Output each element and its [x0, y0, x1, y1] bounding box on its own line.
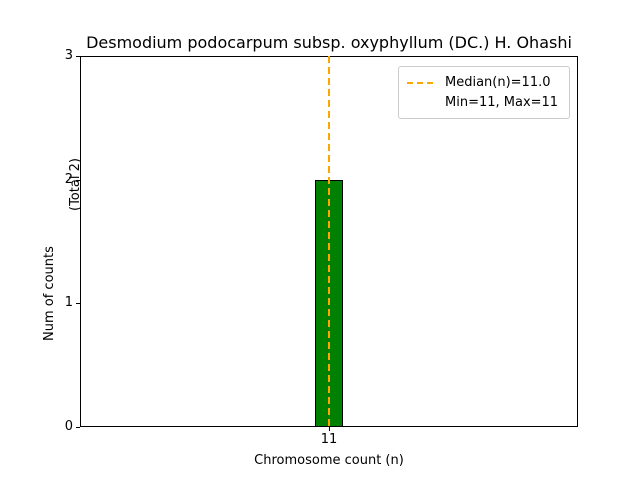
legend-label-median: Median(n)=11.0 — [445, 75, 551, 90]
median-line — [328, 56, 330, 427]
y-tick-label: 1 — [64, 295, 73, 311]
y-axis-label: Num of counts — [42, 246, 57, 341]
y-tick-label: 2 — [64, 171, 73, 187]
x-tick-mark — [329, 427, 330, 431]
x-axis-label: Chromosome count (n) — [254, 453, 404, 468]
median-dashed-line-icon — [407, 81, 437, 84]
legend-label-minmax: Min=11, Max=11 — [445, 95, 559, 110]
y-tick-mark — [76, 56, 80, 57]
y-tick-label: 3 — [64, 48, 73, 63]
legend-item-minmax: Min=11, Max=11 — [407, 93, 561, 112]
legend: Median(n)=11.0 Min=11, Max=11 — [398, 66, 570, 119]
y-tick-mark — [76, 303, 80, 305]
legend-item-median: Median(n)=11.0 — [407, 73, 561, 92]
chart-title: Desmodium podocarpum subsp. oxyphyllum (… — [86, 33, 572, 52]
x-tick-label: 11 — [320, 432, 338, 447]
legend-spacer — [407, 102, 437, 104]
y-tick-mark — [76, 427, 80, 428]
y-tick-mark — [76, 179, 80, 181]
y-tick-label: 0 — [64, 419, 73, 434]
